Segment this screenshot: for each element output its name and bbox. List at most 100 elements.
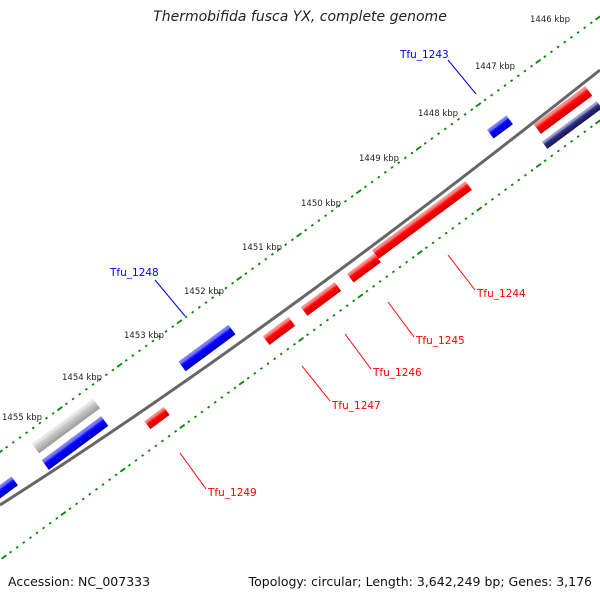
outer-tick-mark bbox=[317, 219, 321, 222]
inner-tick-mark bbox=[589, 125, 593, 129]
outer-tick-mark bbox=[244, 272, 248, 276]
gene-edge-blue-shape[interactable] bbox=[0, 476, 18, 500]
outer-tick-mark bbox=[430, 137, 434, 140]
inner-tick-mark bbox=[55, 516, 59, 520]
gene-leader-line bbox=[447, 254, 476, 291]
inner-tick-mark bbox=[273, 357, 277, 361]
inner-tick-mark bbox=[119, 467, 126, 473]
inner-tick-mark bbox=[179, 424, 186, 429]
outer-tick-mark bbox=[304, 228, 308, 232]
outer-tick-mark bbox=[423, 141, 427, 145]
inner-tick-mark bbox=[444, 231, 448, 235]
gene-label-tfu-1243[interactable]: Tfu_1243 bbox=[399, 49, 449, 61]
inner-tick-mark bbox=[530, 168, 534, 172]
outer-tick-mark bbox=[91, 383, 95, 386]
gene-tfu-1249-shape[interactable] bbox=[144, 406, 170, 430]
outer-tick-mark bbox=[231, 281, 235, 285]
inner-tick-mark bbox=[108, 478, 112, 482]
outer-tick-mark bbox=[197, 305, 201, 309]
inner-tick-mark bbox=[378, 280, 382, 283]
inner-tick-mark bbox=[292, 342, 296, 346]
inner-tick-mark bbox=[319, 323, 323, 327]
outer-tick-mark bbox=[397, 161, 401, 165]
outer-tick-mark bbox=[224, 286, 228, 290]
outer-tick-mark bbox=[104, 373, 108, 377]
outer-tick-mark bbox=[510, 79, 514, 83]
gene-tfu-1243-shape[interactable] bbox=[487, 115, 513, 139]
inner-tick-mark bbox=[94, 487, 98, 491]
tick-label: 1454 kbp bbox=[62, 373, 102, 383]
gene-offscreen-dark-shape[interactable] bbox=[541, 101, 600, 149]
accession-text: Accession: NC_007333 bbox=[8, 574, 151, 589]
outer-tick-mark bbox=[71, 397, 75, 401]
inner-tick-mark bbox=[416, 250, 423, 255]
outer-tick-mark bbox=[11, 440, 15, 444]
inner-tick-mark bbox=[160, 439, 164, 443]
outer-tick-mark bbox=[310, 223, 314, 227]
gene-left-blue-shape[interactable] bbox=[41, 416, 109, 470]
outer-tick-mark bbox=[330, 209, 334, 213]
gene-tfu-1244-shape[interactable] bbox=[372, 181, 472, 259]
inner-tick-mark bbox=[1, 554, 7, 560]
gene-leader-line bbox=[301, 365, 331, 402]
gene-offscreen-red-shape[interactable] bbox=[533, 86, 593, 134]
gene-label-tfu-1245[interactable]: Tfu_1245 bbox=[415, 335, 465, 347]
outer-tick-mark bbox=[403, 156, 407, 160]
inner-tick-mark bbox=[550, 154, 554, 158]
inner-tick-mark bbox=[174, 429, 178, 433]
tick-dots bbox=[0, 15, 600, 560]
inner-tick-mark bbox=[226, 391, 230, 395]
inner-tick-mark bbox=[391, 270, 395, 274]
outer-tick-mark bbox=[377, 175, 381, 179]
inner-tick-mark bbox=[523, 173, 527, 177]
gene-label-tfu-1248[interactable]: Tfu_1248 bbox=[109, 267, 159, 279]
outer-tick-mark bbox=[176, 319, 183, 325]
tick-label: 1455 kbp bbox=[2, 413, 42, 423]
outer-tick-mark bbox=[116, 362, 123, 368]
gene-label-tfu-1247[interactable]: Tfu_1247 bbox=[331, 400, 381, 412]
inner-tick-mark bbox=[576, 135, 580, 138]
outer-tick-mark bbox=[549, 50, 553, 54]
gene-tfu-1245-shape[interactable] bbox=[347, 253, 381, 283]
outer-tick-mark bbox=[111, 368, 115, 372]
outer-tick-mark bbox=[355, 189, 362, 195]
inner-tick-mark bbox=[28, 536, 32, 540]
outer-tick-mark bbox=[456, 117, 460, 121]
outer-tick-mark bbox=[496, 88, 500, 92]
outer-tick-mark bbox=[56, 406, 63, 412]
gene-tfu-1248-shape[interactable] bbox=[178, 324, 236, 372]
inner-tick-mark bbox=[595, 119, 600, 125]
leader-lines bbox=[154, 59, 477, 490]
inner-tick-mark bbox=[220, 396, 224, 399]
outer-tick-mark bbox=[25, 431, 29, 435]
gene-grey-shape[interactable] bbox=[31, 398, 101, 454]
outer-tick-mark bbox=[131, 354, 135, 357]
inner-tick-mark bbox=[238, 380, 245, 386]
gene-label-tfu-1249[interactable]: Tfu_1249 bbox=[207, 487, 257, 499]
gene-tfu-1246-shape[interactable] bbox=[300, 282, 342, 316]
inner-tick-mark bbox=[411, 255, 415, 259]
inner-tick-mark bbox=[484, 202, 488, 206]
gene-label-tfu-1246[interactable]: Tfu_1246 bbox=[372, 367, 422, 379]
inner-tick-mark bbox=[476, 206, 483, 212]
outer-tick-mark bbox=[204, 301, 208, 304]
outer-tick-mark bbox=[157, 334, 161, 338]
inner-tick-mark bbox=[535, 163, 542, 168]
outer-tick-mark bbox=[264, 257, 268, 261]
outer-tick-mark bbox=[410, 151, 414, 155]
outer-tick-mark bbox=[324, 214, 328, 218]
inner-tick-mark bbox=[345, 304, 349, 308]
tick-label: 1452 kbp bbox=[184, 287, 224, 297]
outer-tick-mark bbox=[38, 421, 42, 425]
gene-tfu-1247-shape[interactable] bbox=[262, 317, 296, 345]
outer-tick-mark bbox=[337, 204, 341, 208]
inner-tick-mark bbox=[9, 550, 13, 554]
inner-tick-mark bbox=[556, 149, 560, 153]
outer-tick-mark bbox=[569, 35, 573, 39]
inner-tick-mark bbox=[570, 139, 574, 143]
inner-tick-mark bbox=[127, 463, 131, 467]
inner-tick-mark bbox=[200, 410, 204, 414]
outer-tick-mark bbox=[535, 58, 542, 64]
gene-label-tfu-1244[interactable]: Tfu_1244 bbox=[476, 288, 526, 300]
tick-label: 1449 kbp bbox=[359, 154, 399, 164]
